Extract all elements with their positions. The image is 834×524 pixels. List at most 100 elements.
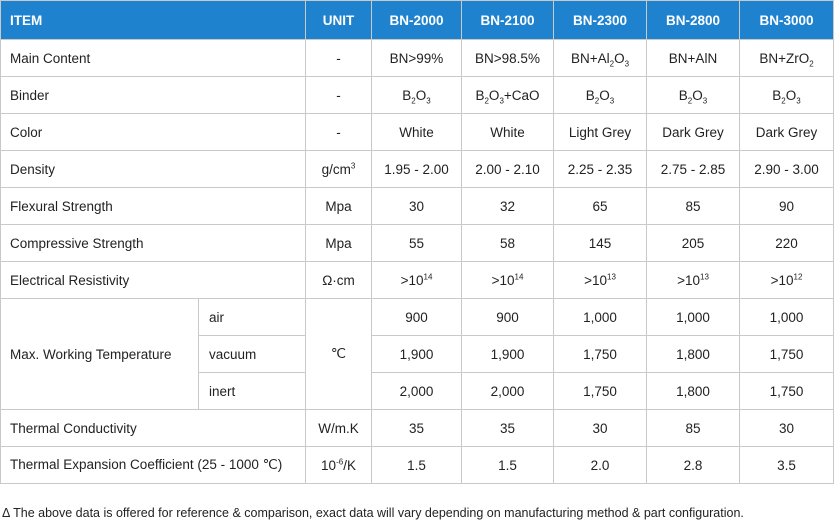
power-exponent: 14 [423,272,433,281]
header-row: ITEM UNIT BN-2000 BN-2100 BN-2300 BN-280… [0,0,834,40]
item-header: ITEM [0,0,306,40]
table-row: inert 2,000 2,000 1,750 1,800 1,750 [1,372,834,410]
unit-cell: - [305,76,372,114]
value-cell: >1013 [646,261,740,299]
value-cell: 1,800 [646,335,740,373]
table-row: Compressive Strength Mpa 55 58 145 205 2… [0,224,834,262]
row-label: Density [0,150,306,188]
value-cell: 2.25 - 2.35 [553,150,647,188]
value-cell: 30 [371,187,462,225]
value-cell: 32 [461,187,554,225]
table-row: Density g/cm3 1.95 - 2.00 2.00 - 2.10 2.… [0,150,834,188]
value-cell: 30 [739,409,834,447]
formula-element: O [599,87,610,103]
value-cell: 35 [461,409,554,447]
row-label: Thermal Conductivity [0,409,306,447]
power-base: >10 [400,272,424,288]
table-row: Main Content - BN>99% BN>98.5% BN+Al2O3 … [0,39,834,77]
formula-element: B [585,87,595,103]
value-cell: B2O3 [646,76,740,114]
value-cell: 1,000 [739,298,834,336]
row-label: Binder [0,76,306,114]
unit-cell: - [305,39,372,77]
value-cell: 2.8 [646,446,740,484]
value-cell: 1,750 [739,372,834,410]
table-row: Color - White White Light Grey Dark Grey… [0,113,834,151]
unit-cell: Mpa [305,187,372,225]
unit-header: UNIT [305,0,372,40]
value-cell: 2.00 - 2.10 [461,150,554,188]
value-cell: B2O3 [371,76,462,114]
bn-grades-table: ITEM UNIT BN-2000 BN-2100 BN-2300 BN-280… [0,0,834,484]
table-row: Electrical Resistivity Ω·cm >1014 >1014 … [0,261,834,299]
value-cell: White [461,113,554,151]
row-label: Max. Working Temperature [0,298,199,410]
formula-element: B [402,87,412,103]
value-cell: 2.0 [553,446,647,484]
value-cell: Dark Grey [646,113,740,151]
value-cell: 900 [371,298,462,336]
value-cell: White [371,113,462,151]
value-cell: B2O3+CaO [461,76,554,114]
formula-subscript: 3 [702,96,708,106]
formula-element: O [415,87,427,103]
unit-tail: /K [343,457,356,473]
power-base: >10 [770,272,794,288]
unit-cell: Ω·cm [305,261,372,299]
unit-cell: - [305,113,372,151]
value-cell: 1,900 [371,335,462,373]
formula-subscript: 3 [624,59,630,69]
unit-base: g/cm [321,161,351,177]
grade-header: BN-2300 [553,0,647,40]
unit-base: 10 [321,457,337,473]
value-cell: 65 [553,187,647,225]
table-row: vacuum 1,900 1,900 1,750 1,800 1,750 [1,335,834,373]
value-cell: 1,000 [553,298,647,336]
formula-subscript: 2 [687,96,693,106]
power-exponent: 14 [514,272,524,281]
value-cell: 2.90 - 3.00 [739,150,834,188]
unit-superscript: 3 [350,161,356,170]
table-row: Thermal Conductivity W/m.K 35 35 30 85 3… [0,409,834,447]
formula-element: B [772,87,782,103]
sub-row-label: inert [198,372,306,410]
value-cell: Dark Grey [739,113,834,151]
unit-cell: ℃ [305,298,372,410]
value-cell: 1.95 - 2.00 [371,150,462,188]
power-exponent: 13 [607,272,616,281]
unit-cell: W/m.K [305,409,372,447]
unit-cell: g/cm3 [305,150,372,188]
value-cell: 145 [553,224,647,262]
row-label: Thermal Expansion Coefficient (25 - 1000… [0,446,306,484]
formula-subscript: 2 [609,59,615,69]
value-cell: >1013 [553,261,647,299]
formula-element: B [678,87,688,103]
value-cell: 1,750 [739,335,834,373]
grade-header: BN-2800 [646,0,740,40]
grade-header: BN-2100 [461,0,554,40]
unit-cell: 10-6/K [305,446,372,484]
value-cell: 2,000 [461,372,554,410]
unit-superscript: -6 [336,457,344,466]
value-cell: 3.5 [739,446,834,484]
table-row: Max. Working Temperature air ℃ 900 900 1… [0,298,834,410]
value-cell: 2,000 [371,372,462,410]
power-exponent: 13 [700,272,709,281]
formula-subscript: 2 [781,96,786,106]
formula-element: +CaO [503,87,540,103]
formula-element: O [785,87,797,103]
sub-row-label: vacuum [198,335,306,373]
value-cell: 1.5 [461,446,554,484]
value-cell: 900 [461,298,554,336]
value-cell: 35 [371,409,462,447]
table-row: Flexural Strength Mpa 30 32 65 85 90 [0,187,834,225]
power-base: >10 [491,272,515,288]
grade-header: BN-3000 [739,0,834,40]
formula-element: O [488,87,500,103]
formula-subscript: 3 [426,96,431,106]
formula-subscript: 3 [609,96,615,106]
value-cell: 85 [646,187,740,225]
value-cell: >1014 [461,261,554,299]
value-cell: 220 [739,224,834,262]
formula-element: B [475,87,485,103]
